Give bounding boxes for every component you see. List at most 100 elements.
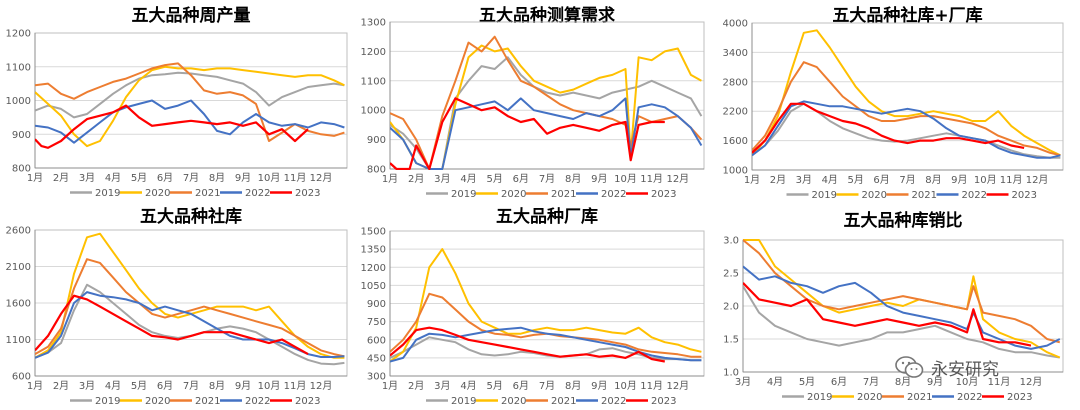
series-group: [35, 232, 345, 366]
x-tick-label: 10月: [258, 172, 281, 184]
series-group: [390, 248, 702, 363]
y-tick-label: 3400: [723, 48, 748, 59]
series-group: [390, 35, 703, 170]
x-tick-label: 7月: [539, 173, 555, 185]
x-tick-label: 9月: [951, 174, 967, 186]
x-tick-label: 5月: [799, 376, 815, 388]
legend-label-2020: 2020: [501, 189, 526, 200]
chart-panel-2: 五大品种测算需求 800 900 1000 1100 1200 1300 1月 2月 3月 4月 5月…: [361, 5, 705, 200]
x-tick-label: 9月: [235, 172, 251, 184]
y-tick-label: 900: [12, 130, 31, 141]
series-line-2023: [35, 104, 309, 149]
y-tick-label: 1100: [361, 76, 386, 87]
series-line-2019: [35, 71, 345, 119]
y-tick-label: 300: [367, 372, 386, 383]
y-tick-label: 750: [367, 317, 386, 328]
x-tick-label: 7月: [183, 380, 199, 392]
series-line-2021: [35, 62, 345, 142]
x-tick-label: 11月: [284, 172, 307, 184]
series-group: [743, 239, 1061, 359]
y-tick-label: 1.0: [723, 368, 739, 379]
y-tick-label: 2800: [723, 77, 748, 88]
chart-title: 五大品种库销比: [844, 210, 963, 231]
series-line-2023: [390, 97, 665, 170]
x-tick-label: 2月: [408, 380, 424, 392]
y-tick-label: 1.5: [723, 335, 739, 346]
legend-label-2021: 2021: [195, 396, 220, 407]
x-tick-label: 2月: [408, 173, 424, 185]
x-tick-label: 8月: [895, 376, 911, 388]
x-tick-label: 9月: [927, 376, 943, 388]
x-tick-label: 6月: [157, 380, 173, 392]
series-line-2023: [743, 282, 1032, 347]
legend-label-2020: 2020: [862, 190, 887, 201]
y-tick-label: 2600: [6, 226, 31, 237]
x-tick-label: 11月: [1000, 174, 1023, 186]
legend-label-2023: 2023: [651, 396, 676, 407]
x-tick-label: 9月: [591, 173, 607, 185]
chart-panel-1: 五大品种周产量 800 900 1000 1100 1200 1月 2月 3月 4月 5月 6月 7月 8…: [6, 5, 348, 199]
y-tick-label: 900: [367, 299, 386, 310]
series-line-2020: [390, 248, 702, 363]
legend-label-2019: 2019: [451, 189, 476, 200]
x-tick-label: 3月: [735, 376, 751, 388]
y-tick-label: 2.0: [723, 302, 739, 313]
x-tick-label: 10月: [258, 380, 281, 392]
chart-panel-4: 五大品种社库 600 1100 1600 2100 2600 1月 2月 3月 4月 5月 6月 7月 8…: [6, 206, 348, 407]
series-line-2021: [743, 239, 1061, 344]
legend-label-2021: 2021: [551, 396, 576, 407]
legend-label-2019: 2019: [95, 188, 120, 199]
x-tick-label: 6月: [157, 172, 173, 184]
x-tick-label: 4月: [105, 172, 121, 184]
x-tick-label: 7月: [899, 174, 915, 186]
x-tick-label: 10月: [614, 173, 637, 185]
chart-panel-6: 五大品种库销比 1.0 1.5 2.0 2.5 3.0 3月 4月 5月 6月 7月 8月 9月 10月 1…: [723, 210, 1064, 403]
legend-label-2021: 2021: [907, 392, 932, 403]
y-tick-label: 1200: [361, 263, 386, 274]
y-tick-label: 1200: [361, 47, 386, 58]
x-tick-label: 11月: [640, 380, 663, 392]
watermark-text: 永安研究: [931, 359, 999, 380]
x-tick-label: 7月: [863, 376, 879, 388]
x-tick-label: 11月: [640, 173, 663, 185]
x-tick-label: 2月: [770, 174, 786, 186]
x-tick-label: 5月: [847, 174, 863, 186]
series-line-2022: [390, 97, 703, 170]
legend-label-2022: 2022: [601, 189, 626, 200]
y-tick-label: 1050: [361, 281, 386, 292]
legend-label-2022: 2022: [962, 190, 987, 201]
x-tick-label: 12月: [1020, 376, 1043, 388]
x-tick-label: 4月: [460, 173, 476, 185]
series-line-2020: [35, 65, 345, 148]
chart-panel-3: 五大品种社库+厂库 1000 1600 2200 2800 3400 4000 1月 2月 3月 4…: [723, 5, 1064, 201]
legend-label-2023: 2023: [295, 396, 320, 407]
x-tick-label: 9月: [235, 380, 251, 392]
x-tick-label: 3月: [434, 380, 450, 392]
x-tick-label: 7月: [539, 380, 555, 392]
series-line-2019: [752, 102, 1061, 159]
series-line-2023: [35, 294, 309, 356]
y-tick-label: 1000: [6, 96, 31, 107]
x-tick-label: 5月: [131, 172, 147, 184]
legend-label-2020: 2020: [501, 396, 526, 407]
x-tick-label: 6月: [831, 376, 847, 388]
x-tick-label: 12月: [310, 172, 333, 184]
x-tick-label: 4月: [460, 380, 476, 392]
y-tick-label: 800: [367, 165, 386, 176]
legend-label-2020: 2020: [145, 396, 170, 407]
legend-label-2019: 2019: [812, 190, 837, 201]
series-group: [752, 29, 1061, 159]
y-tick-label: 450: [367, 353, 386, 364]
y-tick-label: 1100: [6, 62, 31, 73]
series-line-2021: [390, 35, 703, 170]
chart-title: 五大品种测算需求: [479, 5, 615, 26]
x-tick-label: 5月: [131, 380, 147, 392]
x-tick-label: 12月: [310, 380, 333, 392]
x-tick-label: 8月: [209, 380, 225, 392]
x-tick-label: 4月: [105, 380, 121, 392]
y-tick-label: 2100: [6, 262, 31, 273]
y-tick-label: 1100: [6, 335, 31, 346]
series-line-2023: [390, 326, 665, 363]
series-line-2019: [743, 285, 1060, 359]
